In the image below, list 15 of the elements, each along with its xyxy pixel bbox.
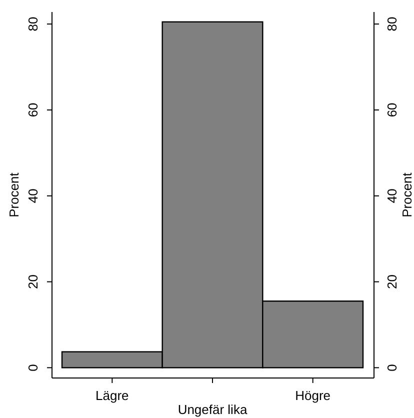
y2-tick-label: 20 (384, 274, 400, 290)
y-tick-label: 20 (26, 274, 40, 290)
y-tick-label: 60 (26, 102, 40, 118)
y2-tick-label: 40 (384, 188, 400, 204)
y2-tick-label: 80 (384, 16, 400, 32)
y-axis-title: Procent (6, 172, 22, 218)
y-tick-label: 0 (26, 364, 40, 372)
x-tick-label: Högre (295, 388, 331, 403)
y2-tick-label: 0 (384, 364, 400, 372)
y-tick-label: 80 (26, 16, 40, 32)
y2-axis-title: Procent (400, 172, 414, 218)
y2-tick-label: 60 (384, 102, 400, 118)
y-tick-label: 40 (26, 188, 40, 204)
x-tick-label: Lägre (96, 388, 129, 403)
x-tick-label: Ungefär lika (178, 402, 248, 417)
